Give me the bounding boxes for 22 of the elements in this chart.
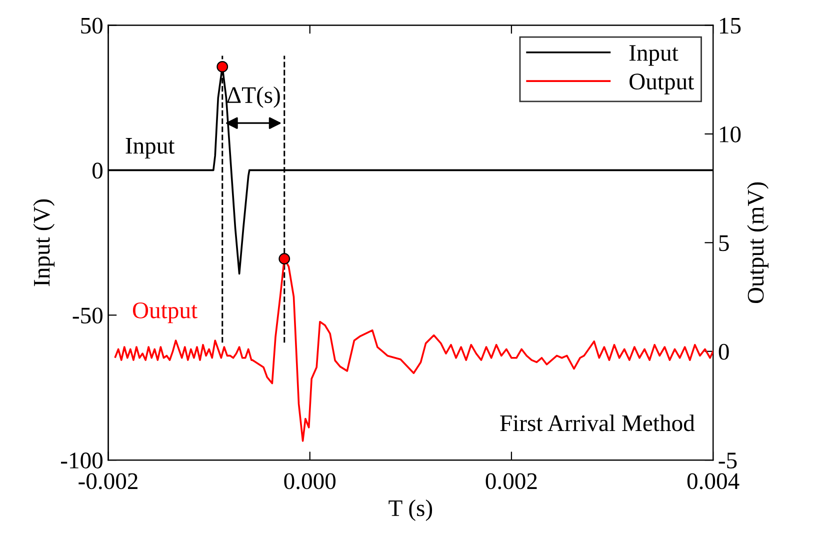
y2-tick-label: -5 [718, 452, 737, 468]
legend-label: Input [629, 45, 678, 66]
text: Output [132, 302, 198, 324]
y2-tick-label: 10 [720, 126, 741, 142]
x-tick-label: 0.002 [486, 473, 537, 490]
y-tick-label: 0 [92, 162, 102, 179]
y-tick-label: 50 [81, 18, 102, 34]
x-tick-label: 0.004 [687, 473, 740, 490]
y-tick-label: -50 [72, 308, 102, 324]
y2-axis-title: Output (mV) [747, 182, 769, 304]
annotation: First Arrival Method [500, 414, 695, 432]
x-tick-label: 0.000 [284, 473, 336, 490]
y2-tick-label: 5 [719, 235, 729, 252]
y2-tick-label: 0 [718, 344, 729, 360]
text: Input [126, 138, 175, 159]
y-axis-title: Input (V) [33, 199, 55, 286]
x-axis-title: T (s) [388, 500, 432, 521]
x-tick-label: -0.002 [78, 473, 138, 490]
annotation: ΔT(s) [227, 86, 280, 108]
y-tick-label: -100 [61, 452, 102, 468]
y2-tick-label: 15 [720, 18, 741, 34]
legend-label: Output [630, 74, 694, 94]
